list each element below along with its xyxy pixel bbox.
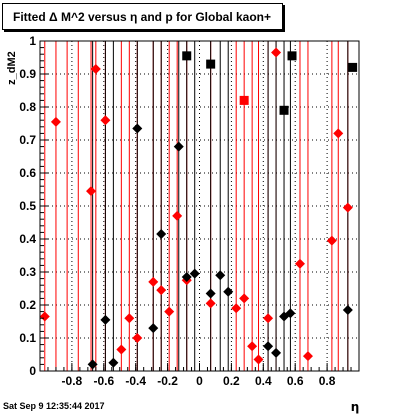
black-diamond-marker	[100, 314, 111, 325]
black-diamond-marker	[181, 271, 192, 282]
red-diamond-marker	[263, 313, 274, 324]
red-diamond-marker	[342, 202, 353, 213]
y-tick-label: 0.3	[19, 265, 36, 279]
red-diamond-marker	[253, 354, 264, 365]
y-tick-label: 0.9	[19, 67, 36, 81]
chart-title: Fitted Δ M^2 versus η and p for Global k…	[13, 10, 272, 24]
x-tick-label: -0.4	[125, 374, 146, 388]
grid-layer	[40, 40, 359, 372]
black-diamond-marker	[342, 304, 353, 315]
red-diamond-marker	[333, 128, 344, 139]
tick-layer: -0.8 -0.6 -0.4 -0.2 0 0.2 0.4 0.6 0.8 0 0.1 0.2 0.3 0…	[19, 34, 360, 388]
y-tick-label: 0.7	[19, 133, 36, 147]
black-diamond-marker	[263, 341, 274, 352]
y-tick-label: 0.5	[19, 199, 36, 213]
red-diamond-marker	[156, 285, 167, 296]
red-diamond-marker	[116, 344, 127, 355]
red-diamond-marker	[132, 333, 143, 343]
red-diamond-marker	[164, 306, 175, 317]
x-tick-label: -0.2	[157, 374, 178, 388]
red-diamond-marker	[86, 186, 97, 197]
x-tick-label: 0.2	[223, 374, 240, 388]
red-diamond-marker	[247, 341, 258, 352]
red-diamond-marker	[231, 303, 242, 314]
red-diamond-marker	[39, 311, 50, 322]
black-diamond-marker	[173, 141, 184, 152]
red-diamond-marker	[90, 64, 101, 75]
y-tick-label: 0.4	[19, 232, 36, 246]
red-diamond-marker	[302, 351, 313, 362]
black-square-marker	[182, 51, 192, 61]
black-square-marker	[287, 51, 297, 61]
black-diamond-marker	[215, 270, 226, 281]
x-tick-label: -0.6	[93, 374, 114, 388]
black-diamond-marker	[271, 347, 282, 358]
black-diamond-marker	[87, 359, 98, 370]
y-tick-label: 0	[29, 364, 36, 378]
red-square-marker	[239, 95, 249, 105]
x-tick-label: 0.4	[255, 374, 272, 388]
black-diamond-marker	[132, 123, 143, 134]
black-diamond-marker	[285, 308, 296, 319]
black-diamond-marker	[156, 229, 167, 240]
black-diamond-marker	[108, 357, 119, 368]
y-tick-label: 0.8	[19, 100, 36, 114]
y-axis-label: z_dM2	[6, 51, 18, 85]
x-axis-label: η	[351, 400, 360, 414]
red-diamond-marker	[124, 313, 135, 324]
red-diamond-marker	[148, 276, 159, 287]
marker-layer	[39, 47, 358, 370]
y-tick-label: 0.2	[19, 298, 36, 312]
red-diamond-marker	[326, 235, 337, 246]
red-diamond-marker	[172, 210, 183, 221]
error-bar-layer	[44, 41, 349, 371]
red-diamond-marker	[100, 115, 111, 126]
chart-title-box: Fitted Δ M^2 versus η and p for Global k…	[2, 3, 283, 30]
black-diamond-marker	[205, 288, 216, 299]
black-diamond-marker	[189, 268, 200, 279]
red-diamond-marker	[271, 47, 282, 58]
y-tick-label: 1	[29, 34, 36, 48]
x-tick-label: 0.8	[319, 374, 336, 388]
black-square-marker	[279, 105, 289, 115]
red-diamond-marker	[294, 258, 305, 269]
timestamp-label: Sat Sep 9 12:35:44 2017	[3, 401, 105, 411]
red-diamond-marker	[239, 293, 250, 304]
red-diamond-marker	[205, 298, 216, 309]
black-square-marker	[206, 59, 216, 69]
red-diamond-marker	[50, 116, 61, 127]
black-diamond-marker	[148, 323, 159, 334]
y-tick-label: 0.1	[19, 331, 36, 345]
x-tick-label: -0.8	[62, 374, 83, 388]
y-tick-label: 0.6	[19, 166, 36, 180]
black-square-marker	[348, 62, 358, 72]
x-tick-label: 0	[196, 374, 203, 388]
black-diamond-marker	[223, 286, 234, 297]
x-tick-label: 0.6	[287, 374, 304, 388]
